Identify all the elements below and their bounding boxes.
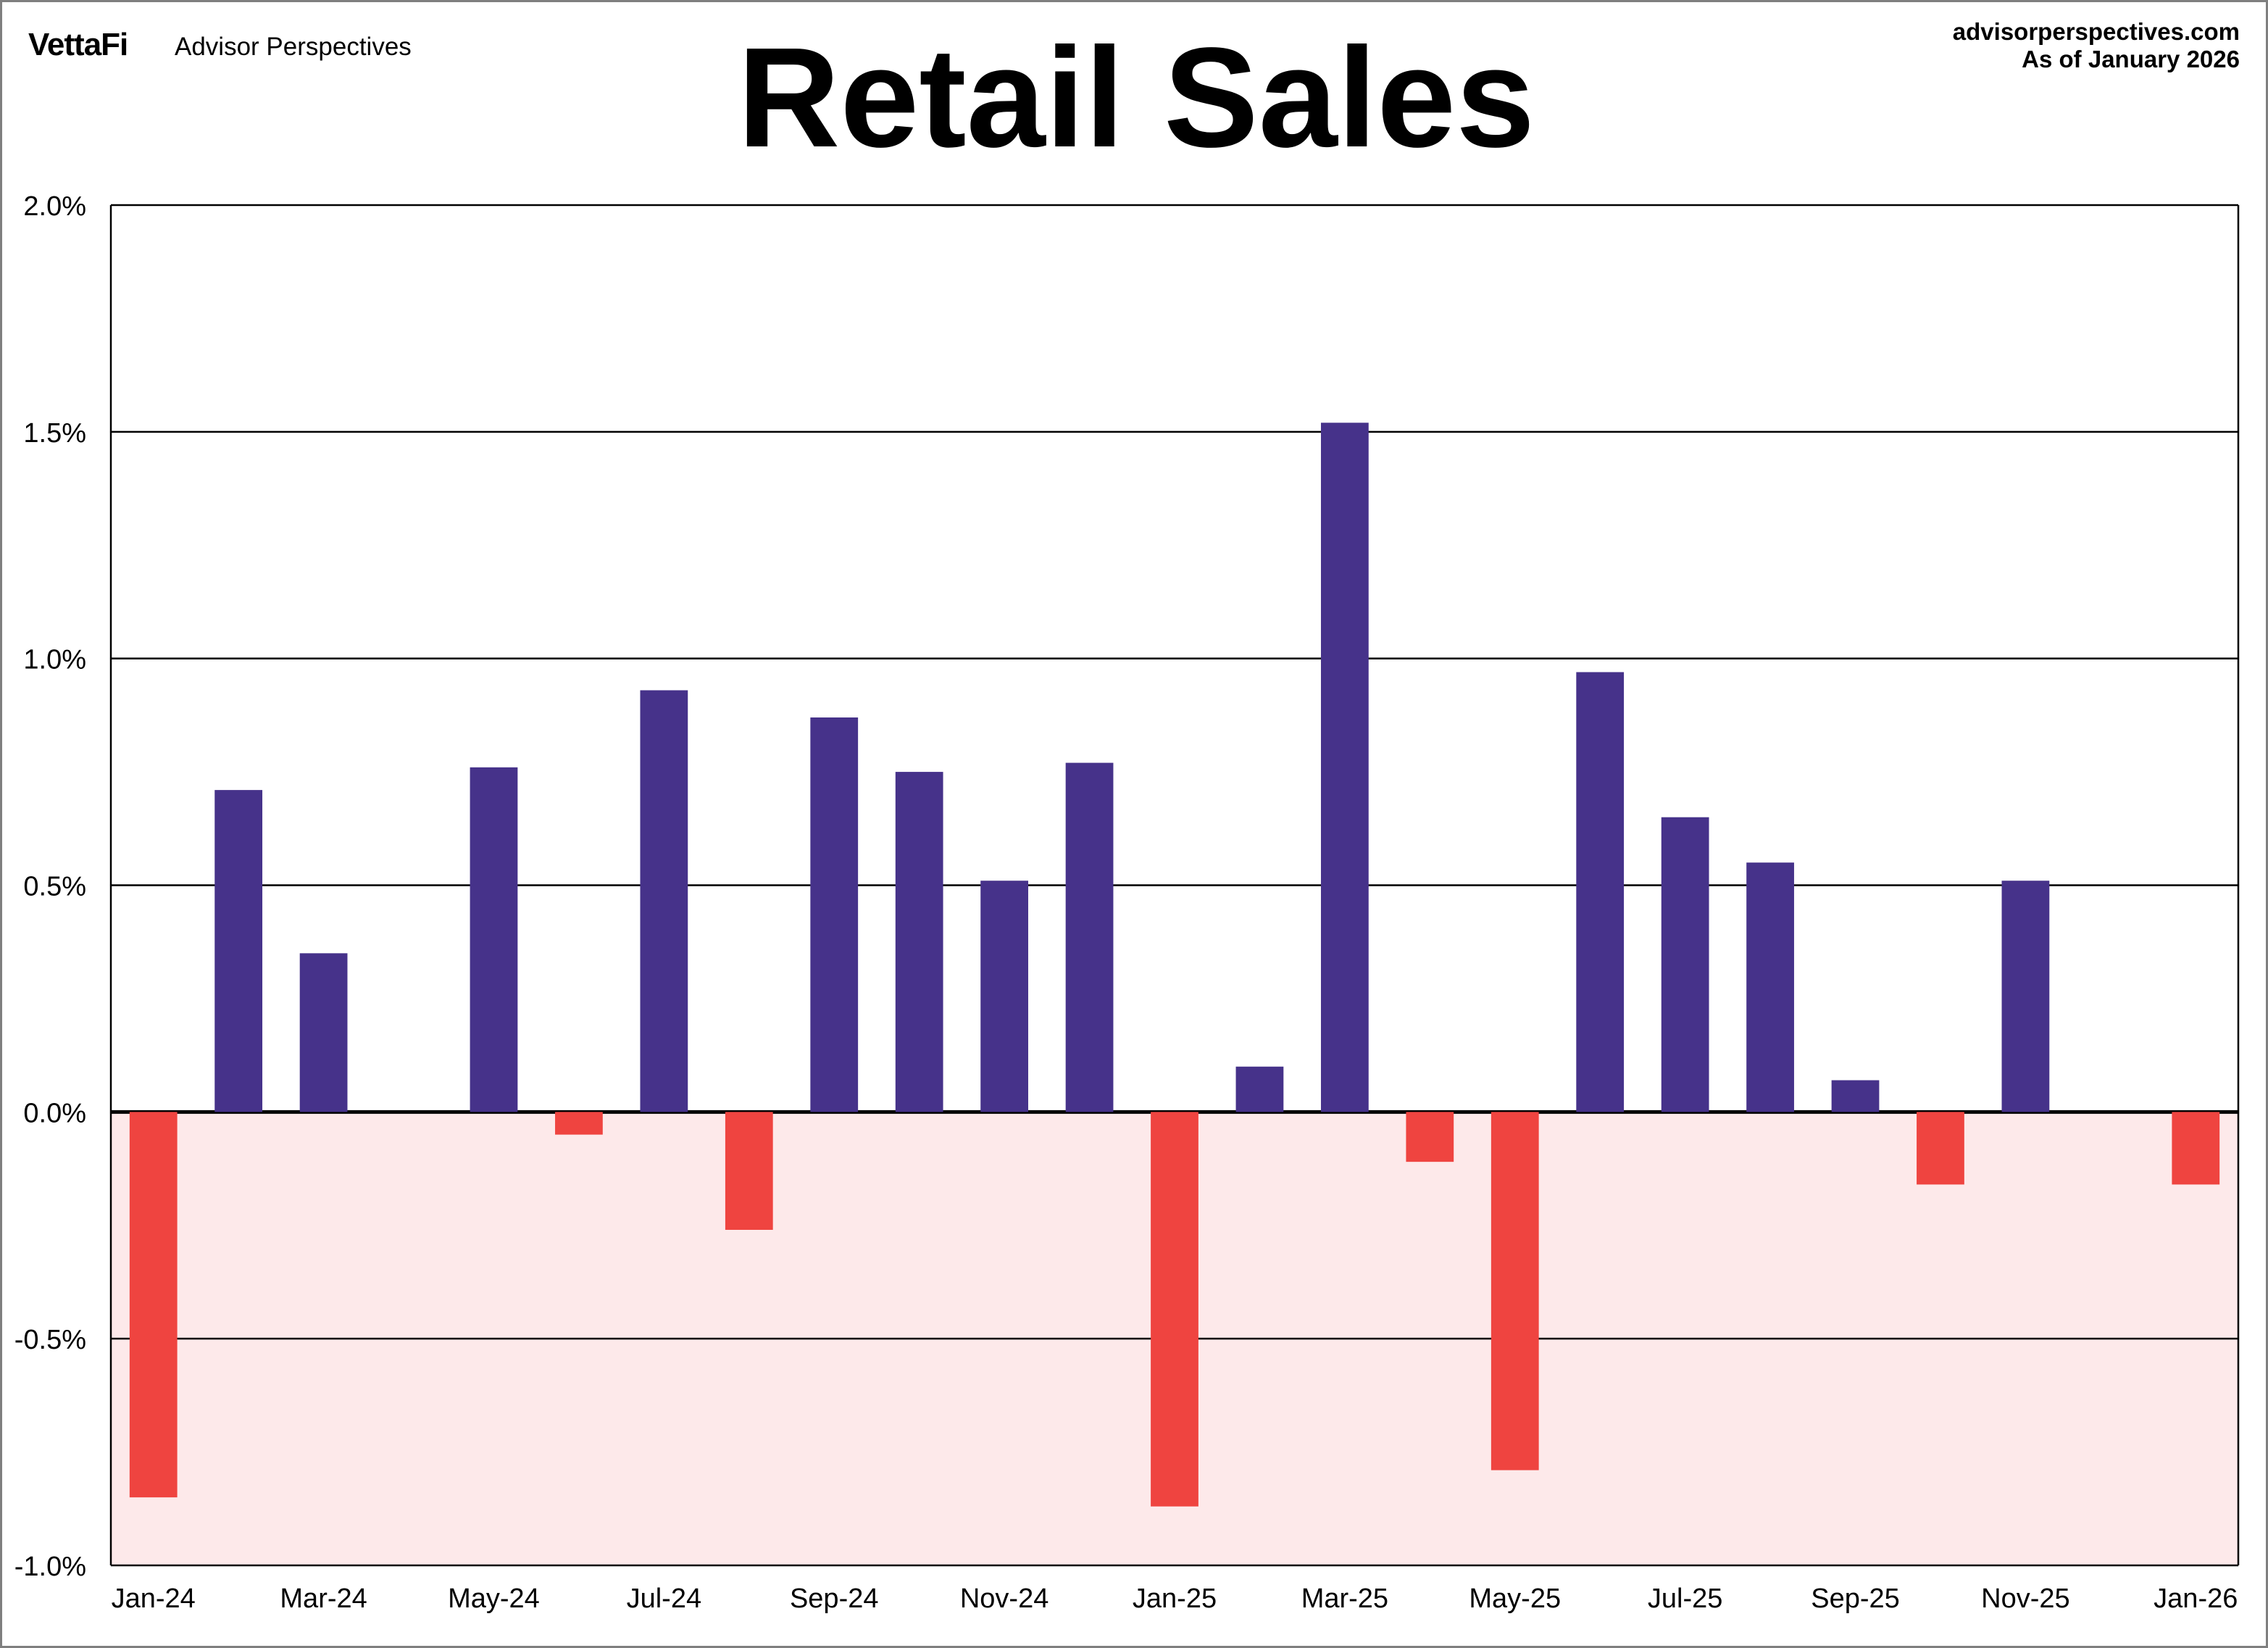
bar-sep-25: Sep-25: 0.07% bbox=[1831, 1080, 1880, 1112]
bar-may-25: May-25: -0.79% bbox=[1491, 1112, 1539, 1470]
bar-oct-25: Oct-25: -0.16% bbox=[1917, 1112, 1964, 1185]
x-tick-label: May-25 bbox=[1469, 1584, 1561, 1614]
bar-dec-24: Dec-24: 0.77% bbox=[1065, 762, 1114, 1112]
vettafi-logo: VettaFi bbox=[28, 27, 128, 62]
y-tick-label: 2.0% bbox=[23, 191, 86, 222]
bar-jul-25: Jul-25: 0.65% bbox=[1661, 817, 1709, 1112]
as-of-date: As of January 2026 bbox=[2022, 46, 2240, 72]
x-tick-label: May-24 bbox=[448, 1584, 540, 1614]
x-tick-label: Mar-24 bbox=[280, 1584, 367, 1614]
bar-jul-24: Jul-24: 0.93% bbox=[640, 690, 688, 1112]
chart-title: Retail Sales bbox=[737, 18, 1535, 177]
x-tick-label: Jan-26 bbox=[2154, 1584, 2238, 1614]
gridlines bbox=[111, 204, 2238, 1567]
bar-jan-24: Jan-24: -0.85% bbox=[129, 1112, 178, 1498]
x-tick-label: Nov-24 bbox=[960, 1584, 1049, 1614]
bar-mar-24: Mar-24: 0.35% bbox=[299, 953, 348, 1112]
y-tick-label: 0.0% bbox=[23, 1098, 86, 1128]
x-tick-label: Jul-24 bbox=[627, 1584, 702, 1614]
y-tick-label: -0.5% bbox=[14, 1325, 86, 1355]
bar-mar-25: Mar-25: 1.52% bbox=[1320, 423, 1369, 1112]
bar-may-24: May-24: 0.76% bbox=[470, 767, 518, 1112]
bar-jan-26: Jan-26: -0.16% bbox=[2172, 1112, 2220, 1185]
x-tick-label: Jan-24 bbox=[112, 1584, 196, 1614]
bar-sep-24: Sep-24: 0.87% bbox=[810, 717, 859, 1112]
bar-jan-25: Jan-25: -0.87% bbox=[1151, 1112, 1198, 1507]
x-tick-label: Sep-24 bbox=[790, 1584, 879, 1614]
x-tick-label: Jan-25 bbox=[1133, 1584, 1217, 1614]
bar-nov-25: Nov-25: 0.51% bbox=[2001, 881, 2050, 1112]
brand-name: Advisor Perspectives bbox=[175, 33, 412, 61]
bar-aug-25: Aug-25: 0.55% bbox=[1746, 862, 1794, 1112]
bars: Jan-24: -0.85% Feb-24: 0.71% Mar-24: 0.35%… bbox=[129, 423, 2220, 1507]
site-url: advisorperspectives.com bbox=[1952, 18, 2240, 45]
bar-feb-24: Feb-24: 0.71% bbox=[214, 790, 263, 1112]
tick-labels: 2.0% 1.5% 1.0% 0.5% 0.0% -0.5% -1.0% Jan-24 Mar-… bbox=[14, 191, 2238, 1614]
y-tick-label: -1.0% bbox=[14, 1552, 86, 1582]
bar-feb-25: Feb-25: 0.1% bbox=[1235, 1066, 1284, 1112]
bar-apr-25: Apr-25: -0.11% bbox=[1406, 1112, 1454, 1162]
bar-aug-24: Aug-24: -0.26% bbox=[725, 1112, 773, 1231]
x-tick-label: Mar-25 bbox=[1301, 1584, 1388, 1614]
y-tick-label: 0.5% bbox=[23, 872, 86, 902]
bar-jun-25: Jun-25: 0.97% bbox=[1576, 672, 1625, 1112]
axes bbox=[109, 205, 2240, 1565]
bar-nov-24: Nov-24: 0.51% bbox=[980, 881, 1029, 1112]
y-tick-label: 1.5% bbox=[23, 418, 86, 449]
y-tick-label: 1.0% bbox=[23, 645, 86, 675]
x-tick-label: Nov-25 bbox=[1981, 1584, 2070, 1614]
x-tick-label: Sep-25 bbox=[1811, 1584, 1900, 1614]
bar-oct-24: Oct-24: 0.75% bbox=[895, 772, 943, 1112]
bar-jun-24: Jun-24: -0.05% bbox=[555, 1112, 603, 1135]
x-tick-label: Jul-25 bbox=[1648, 1584, 1723, 1614]
